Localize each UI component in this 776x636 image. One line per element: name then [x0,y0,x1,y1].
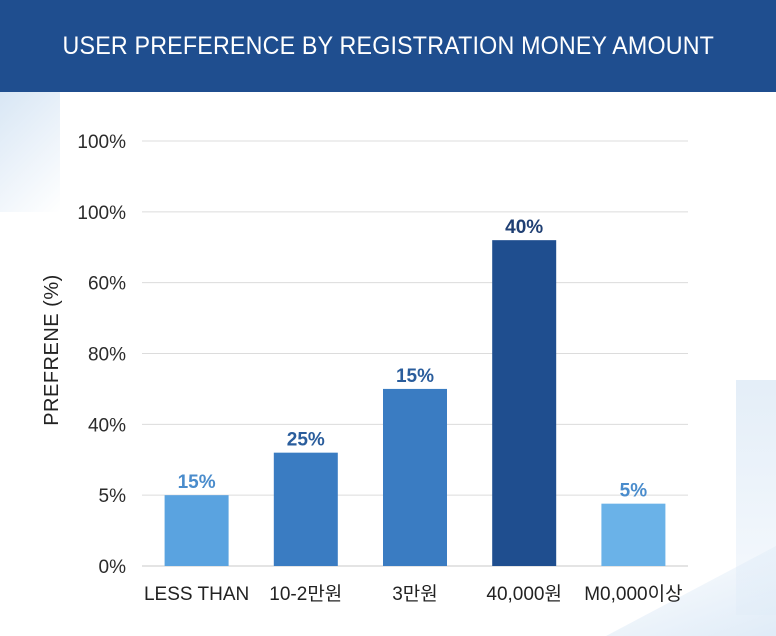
y-tick-label: 5% [99,486,127,507]
bars [164,240,666,566]
y-tick-label: 100% [77,203,126,224]
chart-header-banner: USER PREFERENCE BY REGISTRATION MONEY AM… [0,0,776,92]
data-label: 15% [396,366,434,387]
bar [273,452,338,566]
bar [383,388,447,566]
bar-chart: 100% 100% 60% 80% 40% 5% 0% 15% 25% 15% 40% 5% LES… [41,132,688,605]
x-tick-label: 3만원 [392,583,438,605]
data-label: 25% [287,430,325,451]
data-labels: 15% 25% 15% 40% 5% [178,217,648,502]
chart-title: USER PREFERENCE BY REGISTRATION MONEY AM… [62,31,714,60]
bar [164,495,229,566]
y-tick-label: 80% [88,345,126,366]
y-tick-label: 60% [88,274,126,295]
y-axis-ticks: 100% 100% 60% 80% 40% 5% 0% [77,132,126,578]
x-tick-label: M0,000이상 [584,583,682,605]
x-tick-label: LESS THAN [144,584,249,605]
data-label: 5% [620,481,648,502]
data-label: 40% [505,217,543,238]
bar [601,503,666,566]
x-tick-label: 40,000원 [486,583,562,605]
bar [492,240,557,566]
y-tick-label: 40% [88,415,126,436]
x-tick-label: 10-2만원 [269,583,342,605]
data-label: 15% [178,472,216,493]
y-tick-label: 100% [77,132,126,153]
y-tick-label: 0% [99,557,127,578]
y-axis-label: PREFRENE (%) [41,274,63,426]
x-axis-ticks: LESS THAN 10-2만원 3만원 40,000원 M0,000이상 [144,583,683,605]
